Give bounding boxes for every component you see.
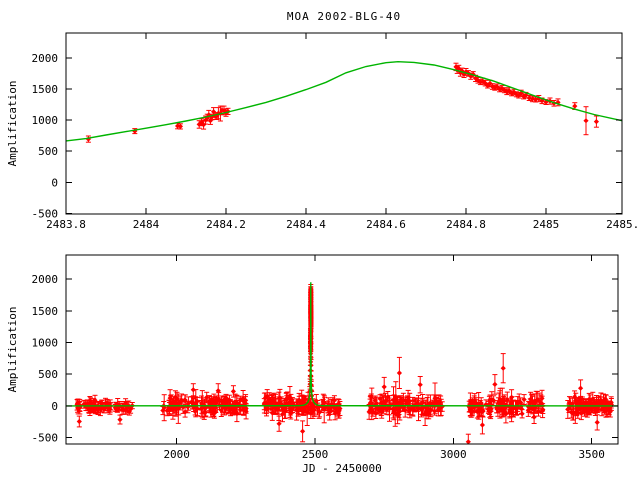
axis-labels: 2483.8 2484 2484.2 2484.4 2484.6 2484.8 2485 24… bbox=[6, 52, 640, 231]
x-tick-label: 2484.6 bbox=[366, 218, 406, 231]
x-tick-label: 2484.2 bbox=[206, 218, 246, 231]
model-curve bbox=[65, 60, 623, 142]
y-tick-label: 2000 bbox=[32, 273, 59, 286]
y-tick-label: 0 bbox=[51, 400, 58, 413]
chart-title: MOA 2002-BLG-40 bbox=[286, 10, 402, 23]
y-tick-label: 500 bbox=[38, 368, 58, 381]
y-axis-title: Amplification bbox=[6, 80, 19, 166]
y-tick-label: 1500 bbox=[32, 83, 59, 96]
x-axis-title: JD - 2450000 bbox=[302, 462, 381, 475]
y-tick-label: 2000 bbox=[32, 52, 59, 65]
x-tick-label: 2483.8 bbox=[46, 218, 86, 231]
y-tick-label: 1000 bbox=[32, 114, 59, 127]
model-curve bbox=[65, 282, 619, 407]
top-panel: 2483.8 2484 2484.2 2484.4 2484.6 2484.8 2485 24… bbox=[6, 32, 640, 231]
y-tick-label: 0 bbox=[51, 176, 58, 189]
x-tick-label: 3500 bbox=[578, 448, 605, 461]
x-tick-label: 2000 bbox=[163, 448, 190, 461]
y-tick-label: -500 bbox=[32, 207, 59, 220]
x-tick-label: 2484.4 bbox=[286, 218, 326, 231]
y-tick-label: 500 bbox=[38, 145, 58, 158]
axes bbox=[65, 32, 623, 215]
x-tick-label: 2484 bbox=[133, 218, 160, 231]
axis-labels: 2000 2500 3000 3500 -500 0 500 1000 1500 2000 JD -… bbox=[6, 273, 605, 475]
y-axis-title: Amplification bbox=[6, 306, 19, 392]
y-tick-label: 1500 bbox=[32, 305, 59, 318]
data-points bbox=[74, 284, 614, 445]
bottom-panel: 2000 2500 3000 3500 -500 0 500 1000 1500 2000 JD -… bbox=[6, 254, 619, 475]
y-tick-label: 1000 bbox=[32, 337, 59, 350]
x-tick-label: 2485.2 bbox=[606, 218, 640, 231]
axes bbox=[65, 254, 619, 445]
x-tick-label: 2500 bbox=[302, 448, 329, 461]
data-points bbox=[85, 62, 599, 143]
x-tick-label: 2484.8 bbox=[446, 218, 486, 231]
x-tick-label: 2485 bbox=[533, 218, 560, 231]
y-tick-label: -500 bbox=[32, 432, 59, 445]
x-tick-label: 3000 bbox=[440, 448, 467, 461]
